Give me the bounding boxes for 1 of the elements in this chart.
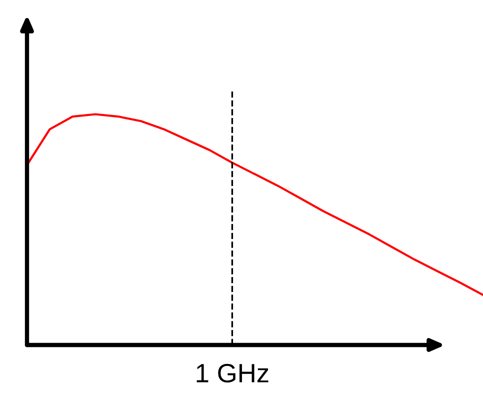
- text: 1 GHz: [196, 364, 268, 383]
